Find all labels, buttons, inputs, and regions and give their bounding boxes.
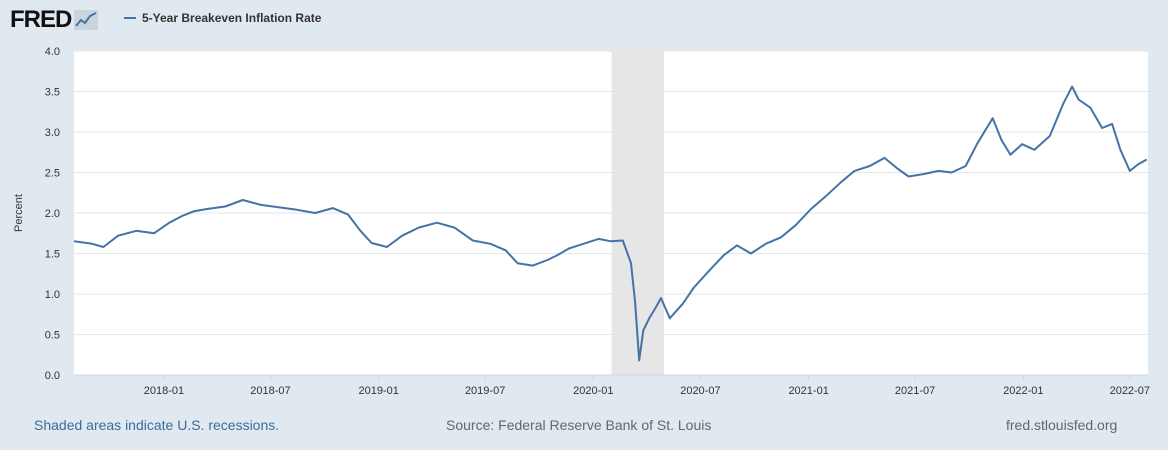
x-tick-label: 2022-01 xyxy=(1003,385,1043,397)
y-axis-label: Percent xyxy=(13,194,25,232)
y-tick-label: 0.5 xyxy=(45,330,60,342)
y-tick-label: 2.5 xyxy=(45,168,60,180)
x-tick-label: 2018-01 xyxy=(144,385,184,397)
fred-site-link[interactable]: fred.stlouisfed.org xyxy=(1006,417,1118,433)
y-tick-label: 3.5 xyxy=(45,87,60,99)
x-tick-label: 2019-01 xyxy=(358,385,398,397)
fred-logo-text: FRED xyxy=(10,6,72,33)
source-note: Source: Federal Reserve Bank of St. Loui… xyxy=(446,417,712,433)
chart-legend: 5-Year Breakeven Inflation Rate xyxy=(124,11,321,25)
y-tick-label: 4.0 xyxy=(45,46,60,58)
recession-note-link[interactable]: Shaded areas indicate U.S. recessions. xyxy=(34,417,280,433)
line-chart: 0.0 0.5 1.0 1.5 2.0 2.5 3.0 3.5 4.0 2018-01 2018-0… xyxy=(13,46,1150,397)
y-tick-label: 3.0 xyxy=(45,127,60,139)
series-line xyxy=(73,85,1148,362)
y-tick-label: 0.0 xyxy=(45,370,60,382)
line-graph-icon xyxy=(74,10,99,30)
x-tick-label: 2022-07 xyxy=(1110,385,1150,397)
fred-logo[interactable]: FRED xyxy=(10,6,99,34)
y-tick-label: 1.5 xyxy=(45,249,60,261)
x-tick-label: 2019-07 xyxy=(465,385,505,397)
legend-swatch xyxy=(124,17,136,19)
chart-header: FRED 5-Year Breakeven Inflation Rate xyxy=(0,0,1168,40)
x-tick-label: 2021-07 xyxy=(895,385,935,397)
y-tick-label: 1.0 xyxy=(45,289,60,301)
legend-series-label: 5-Year Breakeven Inflation Rate xyxy=(142,11,322,25)
x-tick-label: 2018-07 xyxy=(250,385,290,397)
x-tick-label: 2020-07 xyxy=(680,385,720,397)
x-tick-label: 2021-01 xyxy=(788,385,828,397)
x-tick-label: 2020-01 xyxy=(573,385,613,397)
y-tick-label: 2.0 xyxy=(45,208,60,220)
